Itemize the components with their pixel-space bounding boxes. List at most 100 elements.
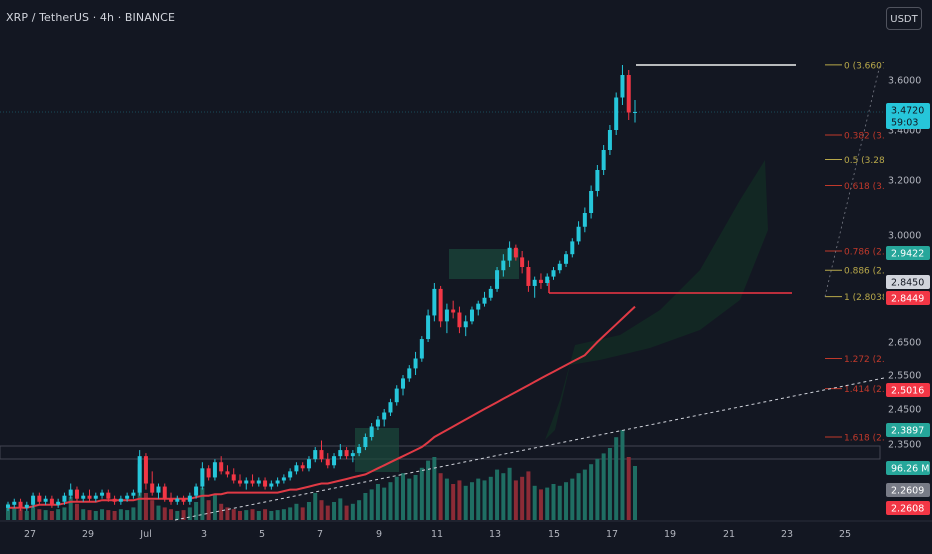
volume-bar [325,505,330,520]
volume-bar [62,507,67,520]
volume-bar [357,500,362,520]
volume-bar [31,505,36,520]
candle-body [112,498,117,502]
volume-bar [545,487,550,520]
candle-body [363,437,368,448]
volume-bar [495,469,500,520]
volume-layer [6,430,637,520]
time-tick-label: 3 [201,529,207,540]
time-tick-label: 27 [24,529,36,540]
volume-bar [212,494,217,520]
candle-body [43,498,48,502]
price-badge-value: 2.8450 [891,278,924,289]
volume-bar [463,485,468,520]
volume-bar [338,498,343,520]
volume-bar [589,464,594,520]
candles-layer [6,65,637,511]
moving-average-line [8,305,636,509]
volume-bar [269,511,274,520]
price-badge [886,501,930,515]
candle-body [520,257,525,267]
candle-body [106,492,111,499]
volume-bar [620,430,625,520]
volume-bar [68,496,73,520]
time-tick-label: 21 [723,529,735,540]
demand-zone-1 [449,249,519,279]
candle-body [237,480,242,484]
candle-body [419,339,424,359]
candle-body [457,312,462,328]
volume-bar [582,469,587,520]
candle-body [68,489,73,496]
volume-bar [231,509,236,520]
volume-bar [570,478,575,520]
price-badge [886,275,930,289]
trend-line [174,377,885,521]
volume-bar [187,507,192,520]
candle-body [432,288,437,316]
volume-bar [388,482,393,520]
volume-bar [74,503,79,520]
candle-body [488,288,493,298]
volume-bar [250,509,255,520]
candle-body [24,504,29,508]
volume-bar [162,507,167,520]
volume-bar [419,467,424,520]
volume-bar [156,505,161,520]
volume-bar [332,502,337,520]
volume-bar [313,493,318,520]
price-badge-value: 2.3897 [891,426,924,437]
candle-body [244,480,249,484]
candle-body [18,501,23,508]
volume-bar [513,480,518,520]
fib-level-label: 1.618 (2.37) [844,434,900,444]
candle-body [37,495,42,502]
fib-level-label: 0.382 (3.38) [844,132,900,142]
volume-bar [49,511,54,520]
volume-bar [557,485,562,520]
candle-body [564,254,569,264]
volume-bar [6,503,10,520]
candle-body [332,456,337,466]
candle-body [382,412,387,420]
candle-body [626,75,631,113]
price-badge-value: 2.9422 [891,249,924,260]
price-badge [886,383,930,397]
candle-body [137,456,142,493]
time-tick-label: 17 [606,529,618,540]
volume-bar [18,509,23,520]
price-badge [886,423,930,437]
time-tick-label: 11 [431,529,443,540]
candle-body [532,279,537,286]
candle-body [225,471,230,475]
candle-body [495,270,500,289]
demand-zone-2 [355,428,399,472]
volume-bar [93,511,98,520]
candle-body [463,321,468,328]
volume-bar [319,500,324,520]
symbol-title: XRP / TetherUS · 4h · BINANCE [6,11,175,24]
candle-body [582,213,587,227]
candle-body [325,459,330,466]
time-tick-label: 23 [781,529,793,540]
candle-body [338,450,343,457]
candle-body [6,504,10,508]
candle-body [288,471,293,478]
volume-bar [538,489,543,520]
volume-bar [24,511,29,520]
volume-bar [375,484,380,520]
candle-body [300,465,305,469]
time-tick-label: 5 [259,529,265,540]
candle-body [62,495,67,502]
candle-body [369,426,374,437]
candle-body [388,402,393,413]
price-badge-value: 2.5016 [891,386,924,397]
time-tick-label: 9 [376,529,382,540]
currency-button[interactable]: USDT [886,7,922,30]
candle-body [181,498,186,502]
candle-body [74,489,79,499]
price-badge-value: 96.26 M [891,464,929,475]
price-tick-label: 2.6500 [888,338,921,349]
